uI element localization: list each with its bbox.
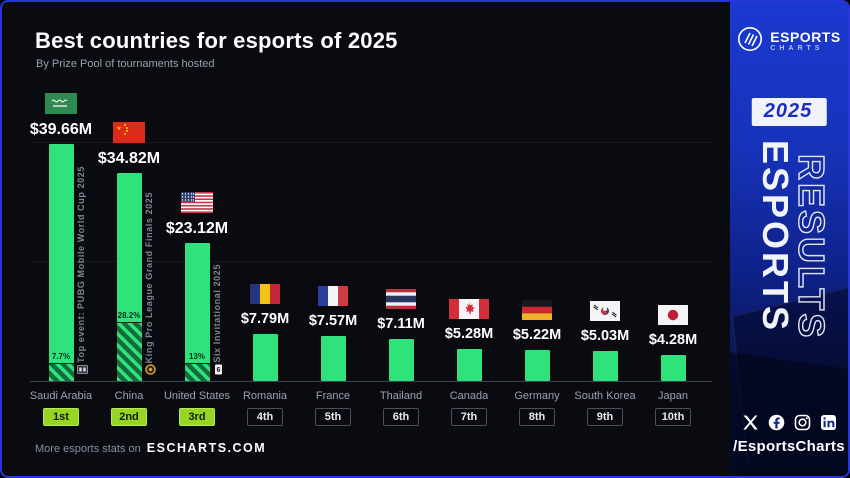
rank-badge: 3rd (179, 408, 215, 426)
footer-note: More esports stats on ESCHARTS.COM (35, 441, 266, 455)
pubg-mobile-icon (76, 362, 88, 380)
footer-text: More esports stats on (35, 443, 141, 455)
bar-germany (524, 350, 550, 381)
rank-badge-wrap: 1st (16, 407, 106, 426)
social-handle[interactable]: /EsportsCharts (733, 438, 845, 455)
value-label: $5.22M (512, 327, 562, 343)
flag-france-icon (318, 286, 348, 306)
country-label: United States (163, 390, 231, 402)
rank-badge: 10th (654, 408, 692, 426)
rank-badge-wrap: 7th (424, 407, 514, 426)
top-event-share-label: 7.7% (51, 352, 71, 361)
value-label: $7.57M (308, 313, 358, 329)
value-label: $7.11M (377, 316, 425, 332)
rank-badge-wrap: 3rd (152, 407, 242, 426)
rank-badge-wrap: 5th (288, 407, 378, 426)
flag-romania-icon (250, 284, 280, 304)
bar-japan (660, 355, 686, 381)
bar-thailand (388, 339, 414, 381)
facebook-icon[interactable] (768, 414, 785, 431)
bar-romania (252, 334, 278, 381)
rank-badge-wrap: 2nd (84, 407, 174, 426)
vertical-word-results: RESULTS (790, 153, 832, 341)
escharts-link[interactable]: ESCHARTS.COM (146, 441, 267, 455)
top-event-share-hatch (48, 363, 74, 381)
bar-south-korea (592, 351, 618, 381)
bar-china (116, 173, 142, 381)
value-label: $23.12M (165, 220, 229, 237)
value-label: $7.79M (240, 311, 290, 327)
country-label: Canada (449, 390, 489, 402)
rank-badge: 6th (383, 408, 419, 426)
six-invitational-icon: 6 (213, 362, 224, 380)
flag-germany-icon (522, 300, 552, 320)
top-event-label: Top event: PUBG Mobile World Cup 2025 (75, 166, 86, 363)
vertical-word-esports: ESPORTS (755, 140, 796, 334)
country-label: Germany (514, 390, 560, 402)
value-label: $5.28M (444, 326, 494, 342)
logo-title: ESPORTS (770, 29, 841, 45)
flag-thailand-icon (386, 289, 416, 309)
top-event-share-hatch (116, 322, 142, 381)
country-label: China (114, 390, 144, 402)
escharts-logo: ESPORTS CHARTS (730, 26, 848, 57)
rank-badge: 2nd (111, 408, 147, 426)
country-label: South Korea (574, 390, 636, 402)
svg-text:6: 6 (216, 367, 220, 374)
country-label: Romania (242, 390, 288, 402)
country-label: Thailand (379, 390, 423, 402)
top-event-label: King Pro League Grand Finals 2025 (143, 191, 154, 363)
instagram-icon[interactable] (794, 414, 811, 431)
escharts-logo-text: ESPORTS CHARTS (770, 30, 840, 53)
bar-canada (456, 349, 482, 381)
rank-badge-wrap: 4th (220, 407, 310, 426)
x-icon[interactable] (742, 414, 759, 431)
value-label: $39.66M (29, 121, 93, 138)
country-label: Japan (658, 390, 688, 402)
x-axis-line (30, 381, 712, 382)
country-label: Saudi Arabia (29, 390, 93, 402)
top-event-share-label: 28.2% (117, 311, 141, 320)
value-label: $5.03M (580, 328, 630, 344)
flag-china-icon (113, 122, 145, 143)
flag-saudi-arabia-icon (45, 93, 77, 114)
logo-subtitle: CHARTS (770, 45, 824, 52)
gridline-20m (30, 261, 712, 263)
linkedin-icon[interactable] (820, 414, 837, 431)
flag-south-korea-icon (590, 301, 620, 321)
rank-badge: 7th (451, 408, 487, 426)
bar-france (320, 336, 346, 381)
brand-sidebar: ESPORTS CHARTS 2025 ESPORTS RESULTS /Esp… (730, 2, 848, 476)
king-pro-league-icon (144, 362, 156, 380)
escharts-logo-icon (737, 26, 763, 57)
flag-canada-icon (449, 299, 489, 319)
rank-badge: 8th (519, 408, 555, 426)
rank-badge: 5th (315, 408, 351, 426)
gridline-40m (30, 141, 712, 143)
rank-badge-wrap: 6th (356, 407, 446, 426)
bar-saudi-arabia (48, 144, 74, 381)
rank-badge: 4th (247, 408, 283, 426)
page-subtitle: By Prize Pool of tournaments hosted (36, 58, 215, 70)
top-event-share-hatch (184, 363, 210, 381)
rank-badge: 1st (43, 408, 79, 426)
value-label: $4.28M (648, 332, 698, 348)
chart-panel: Best countries for esports of 2025 By Pr… (2, 2, 730, 476)
rank-badge: 9th (587, 408, 623, 426)
country-label: France (315, 390, 351, 402)
bar-united-states (184, 243, 210, 381)
year-badge: 2025 (751, 98, 827, 126)
top-event-share-label: 13% (188, 352, 205, 361)
rank-badge-wrap: 10th (628, 407, 718, 426)
flag-united-states-icon (181, 192, 213, 213)
social-icons-row (730, 414, 848, 431)
flag-japan-icon (658, 305, 688, 325)
value-label: $34.82M (97, 150, 161, 167)
page-title: Best countries for esports of 2025 (35, 28, 398, 53)
rank-badge-wrap: 9th (560, 407, 650, 426)
rank-badge-wrap: 8th (492, 407, 582, 426)
